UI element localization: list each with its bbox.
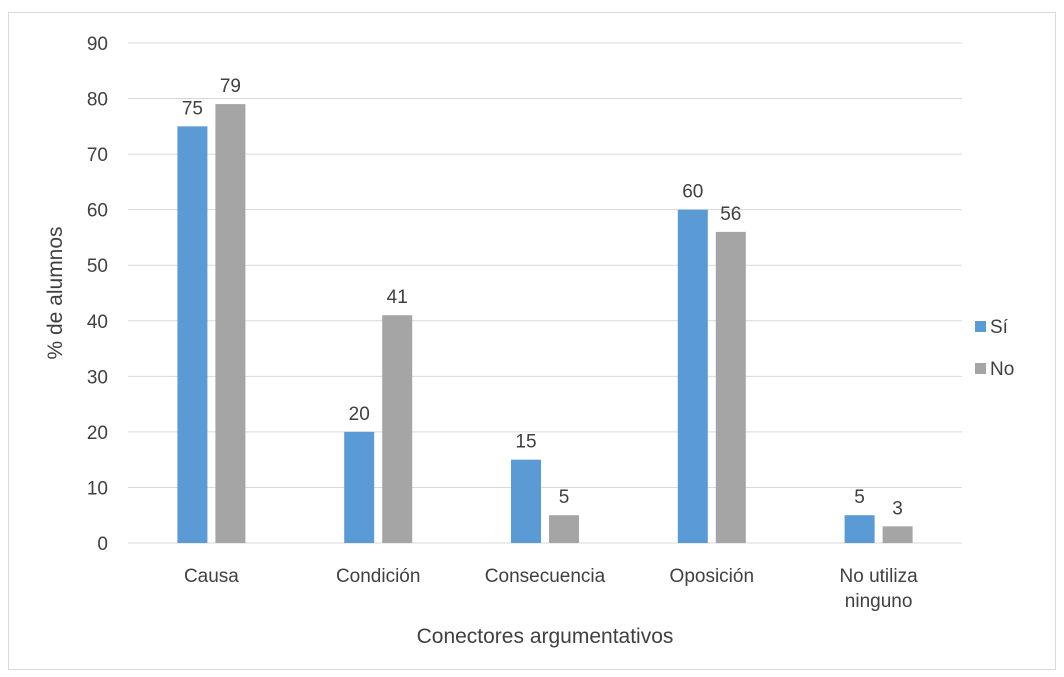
bar-no-1 [382,315,413,543]
bar-si-4 [844,515,875,543]
x-axis-ticks: Causa Condición Consecuencia Oposición No ut… [184,566,918,612]
data-label: 3 [892,498,903,519]
data-label: 20 [349,404,370,425]
data-label: 60 [682,182,703,203]
y-tick-label: 80 [87,90,108,111]
bar-si-2 [511,459,541,543]
y-axis-ticks: 0 10 20 30 40 50 60 70 80 90 [87,34,108,555]
gridlines [128,42,962,544]
y-tick-label: 50 [87,256,108,277]
y-tick-label: 70 [87,145,108,166]
bar-no-4 [882,526,913,543]
data-label: 5 [854,487,865,508]
bars [177,104,913,543]
x-axis-title: Conectores argumentativos [417,625,674,648]
x-tick-label: No utiliza [840,566,919,587]
legend-label-no: No [990,359,1014,380]
x-tick-label: Condición [336,566,421,587]
x-tick-label: Consecuencia [485,566,606,587]
data-label: 5 [559,487,570,508]
data-label: 41 [387,287,408,308]
y-tick-label: 40 [87,312,108,333]
y-tick-label: 10 [87,478,108,499]
data-label: 75 [182,98,203,119]
legend-swatch-no [975,363,986,374]
bar-si-0 [177,126,208,543]
y-tick-label: 30 [87,367,108,388]
bar-no-2 [549,515,579,543]
data-label: 56 [720,204,741,225]
data-label: 79 [220,76,241,97]
data-labels: 75 20 15 60 5 79 41 5 56 3 [182,76,903,519]
bar-no-3 [715,231,746,543]
y-tick-label: 60 [87,201,108,222]
data-label: 15 [515,432,536,453]
y-tick-label: 0 [97,534,108,555]
y-tick-label: 20 [87,423,108,444]
legend-swatch-si [975,321,986,332]
x-tick-label: Causa [184,566,239,587]
x-tick-label: Oposición [670,566,755,587]
y-tick-label: 90 [87,34,108,55]
bar-si-1 [344,431,375,543]
y-axis-title: % de alumnos [44,226,67,359]
legend: Sí No [975,317,1014,380]
bar-si-3 [677,209,708,543]
legend-label-si: Sí [990,317,1009,338]
x-tick-label: ninguno [845,591,913,612]
bar-no-0 [215,104,246,543]
